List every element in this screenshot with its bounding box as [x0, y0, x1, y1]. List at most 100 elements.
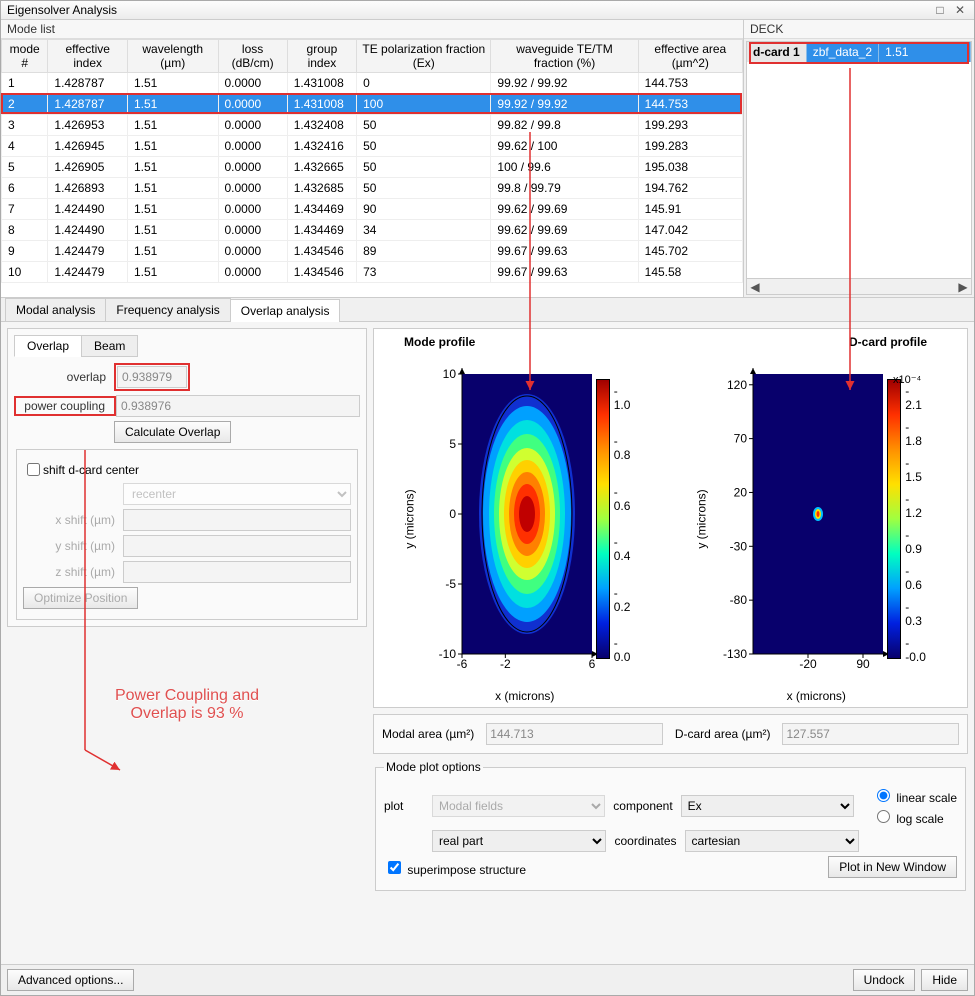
- modelist-label: Mode list: [1, 20, 743, 39]
- areas-group: Modal area (µm²) D-card area (µm²): [373, 714, 968, 754]
- dcard-area-value: [782, 723, 959, 745]
- mode-col-header[interactable]: mode #: [2, 40, 48, 73]
- advanced-options-button[interactable]: Advanced options...: [7, 969, 134, 991]
- subtab-overlap[interactable]: Overlap: [14, 335, 82, 357]
- mode-col-header[interactable]: group index: [287, 40, 356, 73]
- table-row[interactable]: 41.4269451.510.00001.4324165099.62 / 100…: [2, 136, 743, 157]
- table-row[interactable]: 21.4287871.510.00001.43100810099.92 / 99…: [2, 94, 743, 115]
- overlap-value: [117, 366, 187, 388]
- overlap-label: overlap: [14, 370, 114, 384]
- svg-text:-130: -130: [723, 647, 747, 661]
- mode-col-header[interactable]: wavelength (µm): [127, 40, 218, 73]
- table-row[interactable]: 81.4244901.510.00001.4344693499.62 / 99.…: [2, 220, 743, 241]
- plot-new-window-button[interactable]: Plot in New Window: [828, 856, 957, 878]
- table-row[interactable]: 31.4269531.510.00001.4324085099.82 / 99.…: [2, 115, 743, 136]
- deck-hscroll[interactable]: ◀ ▶: [747, 278, 971, 294]
- profile-group: Mode profile y (microns) -10-50510-6-26 …: [373, 328, 968, 708]
- mode-col-header[interactable]: effective area (µm^2): [638, 40, 742, 73]
- svg-text:-2: -2: [500, 657, 511, 671]
- svg-text:-5: -5: [445, 577, 456, 591]
- table-row[interactable]: 51.4269051.510.00001.43266550100 / 99.61…: [2, 157, 743, 178]
- dcard-colorbar: x10⁻⁴ 2.11.81.51.20.90.60.3-0.0: [887, 379, 915, 659]
- svg-text:0: 0: [449, 507, 456, 521]
- yshift-label: y shift (µm): [23, 539, 123, 553]
- linear-scale-radio[interactable]: linear scale: [872, 786, 957, 805]
- dcard-xaxis-label: x (microns): [676, 689, 958, 705]
- mode-profile-plot: -10-50510-6-26: [426, 364, 596, 674]
- dcard-area-label: D-card area (µm²): [675, 727, 771, 741]
- subtab-beam[interactable]: Beam: [81, 335, 138, 357]
- dock-icon[interactable]: □: [932, 3, 948, 17]
- titlebar: Eigensolver Analysis □ ✕: [1, 1, 974, 20]
- svg-text:70: 70: [734, 432, 748, 446]
- table-row[interactable]: 91.4244791.510.00001.4345468999.67 / 99.…: [2, 241, 743, 262]
- deck-body: d-card 1 zbf_data_2 1.51 ◀ ▶: [746, 41, 972, 295]
- overlap-subtabs: OverlapBeam: [14, 335, 360, 357]
- tab-overlap-analysis[interactable]: Overlap analysis: [230, 299, 341, 322]
- table-row[interactable]: 101.4244791.510.00001.4345467399.67 / 99…: [2, 262, 743, 283]
- log-scale-radio[interactable]: log scale: [872, 807, 957, 826]
- mode-col-header[interactable]: effective index: [48, 40, 128, 73]
- plot-label: plot: [384, 799, 424, 813]
- annotation-text: Power Coupling andOverlap is 93 %: [7, 687, 367, 723]
- svg-text:-80: -80: [730, 593, 748, 607]
- power-coupling-value: [116, 395, 360, 417]
- xshift-label: x shift (µm): [23, 513, 123, 527]
- deck-row[interactable]: d-card 1 zbf_data_2 1.51: [747, 42, 971, 62]
- svg-text:-6: -6: [456, 657, 467, 671]
- shift-dcard-label: shift d-card center: [43, 463, 139, 477]
- svg-text:10: 10: [442, 367, 456, 381]
- shift-dcard-checkbox[interactable]: [27, 463, 40, 476]
- modal-area-label: Modal area (µm²): [382, 727, 474, 741]
- svg-text:-30: -30: [730, 539, 748, 553]
- table-row[interactable]: 61.4268931.510.00001.4326855099.8 / 99.7…: [2, 178, 743, 199]
- mode-table-wrap: mode #effective indexwavelength (µm)loss…: [1, 39, 743, 297]
- component-select[interactable]: Ex: [681, 795, 854, 817]
- deck-label: DECK: [744, 20, 974, 39]
- svg-text:120: 120: [727, 378, 747, 392]
- coords-label: coordinates: [614, 834, 676, 848]
- dcard-profile-title: D-card profile: [676, 335, 958, 349]
- component-label: component: [613, 799, 672, 813]
- plot-select: Modal fields: [432, 795, 605, 817]
- mode-col-header[interactable]: TE polarization fraction (Ex): [357, 40, 491, 73]
- window-title: Eigensolver Analysis: [7, 3, 117, 17]
- undock-button[interactable]: Undock: [853, 969, 916, 991]
- mode-col-header[interactable]: waveguide TE/TM fraction (%): [491, 40, 638, 73]
- superimpose-checkbox[interactable]: superimpose structure: [384, 858, 526, 877]
- mode-table[interactable]: mode #effective indexwavelength (µm)loss…: [1, 39, 743, 283]
- tab-frequency-analysis[interactable]: Frequency analysis: [105, 298, 230, 321]
- svg-text:-10: -10: [438, 647, 456, 661]
- optimize-position-button: Optimize Position: [23, 587, 138, 609]
- zshift-label: z shift (µm): [23, 565, 123, 579]
- part-select[interactable]: real part: [432, 830, 606, 852]
- xshift-input: [123, 509, 351, 531]
- main-tabs: Modal analysisFrequency analysisOverlap …: [1, 298, 974, 322]
- yshift-input: [123, 535, 351, 557]
- table-row[interactable]: 11.4287871.510.00001.431008099.92 / 99.9…: [2, 73, 743, 94]
- deck-name: zbf_data_2: [807, 42, 879, 62]
- svg-text:5: 5: [449, 437, 456, 451]
- plot-options-group: Mode plot options plot Modal fields comp…: [375, 760, 966, 891]
- deck-value: 1.51: [879, 42, 971, 62]
- svg-text:90: 90: [857, 657, 871, 671]
- mode-col-header[interactable]: loss (dB/cm): [218, 40, 287, 73]
- coords-select[interactable]: cartesian: [685, 830, 859, 852]
- mode-xaxis-label: x (microns): [384, 689, 666, 705]
- svg-text:20: 20: [734, 485, 748, 499]
- recenter-select: recenter: [123, 483, 351, 505]
- mode-profile-title: Mode profile: [384, 335, 666, 349]
- plot-options-legend: Mode plot options: [384, 760, 483, 774]
- power-coupling-label: power coupling: [17, 399, 113, 413]
- tab-modal-analysis[interactable]: Modal analysis: [5, 298, 106, 321]
- table-row[interactable]: 71.4244901.510.00001.4344699099.62 / 99.…: [2, 199, 743, 220]
- dcard-profile-plot: -130 -80 -30 20 70 120 -20 90: [717, 364, 887, 674]
- close-icon[interactable]: ✕: [952, 3, 968, 17]
- mode-colorbar: 1.00.80.60.40.20.0: [596, 379, 624, 659]
- modal-area-value: [486, 723, 663, 745]
- scroll-left-icon[interactable]: ◀: [747, 280, 763, 294]
- svg-text:-20: -20: [800, 657, 818, 671]
- calculate-overlap-button[interactable]: Calculate Overlap: [114, 421, 231, 443]
- hide-button[interactable]: Hide: [921, 969, 968, 991]
- scroll-right-icon[interactable]: ▶: [955, 280, 971, 294]
